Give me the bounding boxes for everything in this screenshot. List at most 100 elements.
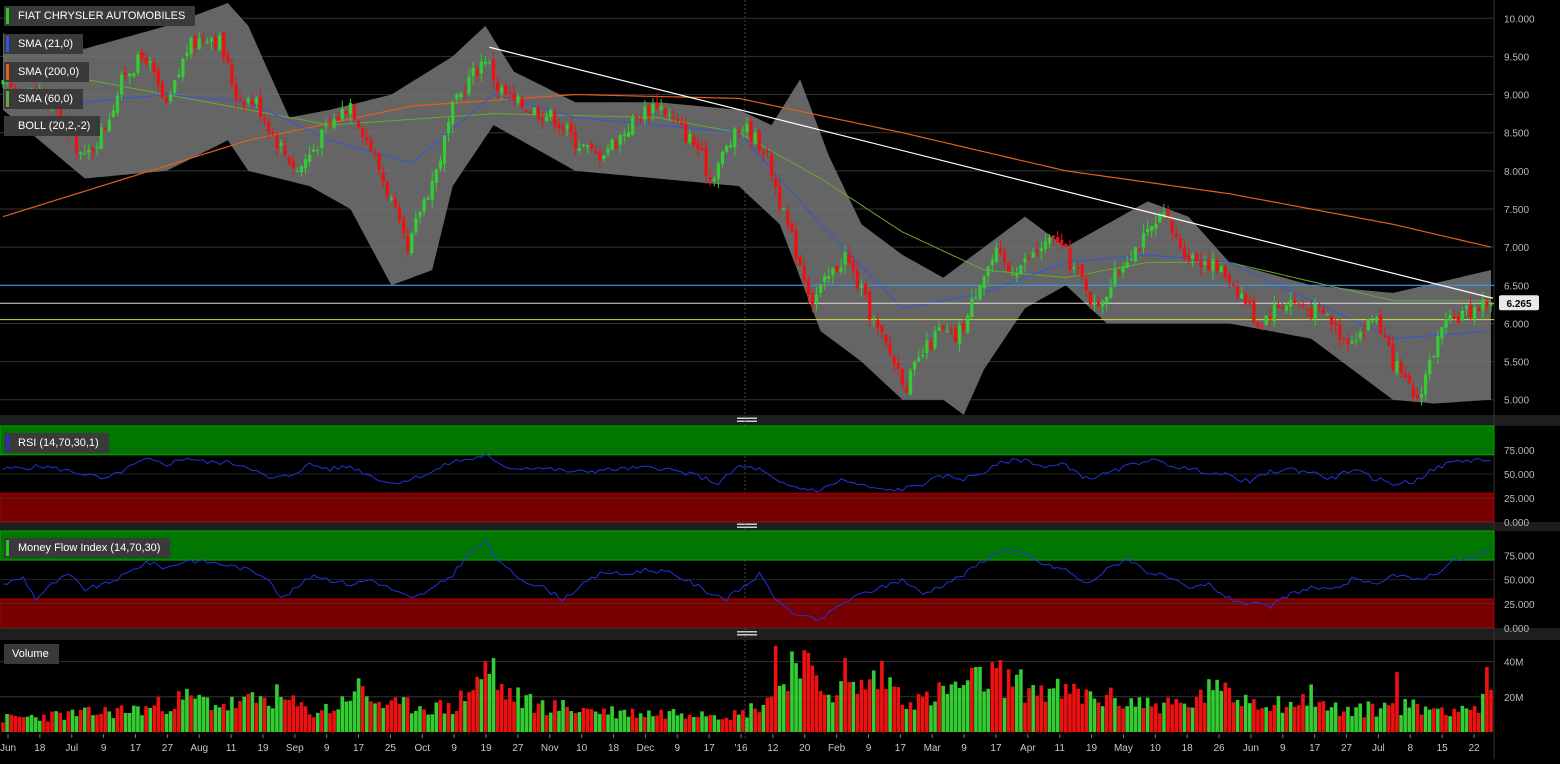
volume-bar	[900, 704, 905, 732]
volume-bar	[581, 707, 586, 732]
price-tick-label: 10.000	[1504, 14, 1535, 25]
x-tick-label: 17	[704, 743, 716, 754]
candle-body	[663, 108, 667, 116]
volume-bar	[389, 700, 394, 732]
candle-body	[761, 152, 765, 154]
panel-separator	[0, 522, 1560, 531]
x-tick-label: 17	[990, 743, 1002, 754]
volume-bar	[95, 714, 99, 732]
legend-sma200[interactable]: SMA (200,0)	[4, 62, 90, 82]
volume-bar	[1227, 687, 1232, 732]
candle-body	[720, 151, 725, 164]
candle-body	[1011, 274, 1015, 276]
legend-boll[interactable]: BOLL (20,2,-2)	[4, 116, 101, 136]
candle-body	[1084, 279, 1088, 291]
candle-body	[336, 116, 340, 121]
candle-body	[246, 98, 250, 103]
price-tick-label: 6.500	[1504, 281, 1529, 292]
rsi-tick-label: 50.000	[1504, 470, 1535, 481]
candle-body	[1162, 212, 1166, 217]
volume-bar	[434, 702, 439, 732]
volume-bar	[798, 678, 802, 732]
volume-bar	[107, 711, 112, 732]
candle-body	[164, 97, 169, 103]
volume-bar	[949, 684, 954, 732]
candle-body	[598, 151, 602, 160]
candle-body	[234, 84, 238, 100]
volume-bar	[851, 681, 856, 732]
candle-body	[1019, 265, 1023, 274]
candle-body	[365, 137, 369, 141]
volume-bar	[1431, 708, 1436, 732]
volume-bar	[573, 713, 578, 732]
volume-bar	[908, 702, 913, 732]
candle-body	[185, 52, 189, 56]
volume-bar	[1354, 707, 1358, 732]
volume-bar	[217, 707, 222, 732]
volume-bar	[356, 678, 361, 732]
volume-bar	[512, 701, 516, 732]
candle-body	[1007, 262, 1011, 272]
volume-bar	[585, 708, 590, 732]
candle-body	[839, 267, 843, 272]
mfi-oversold-zone	[0, 598, 1495, 629]
legend-mfi[interactable]: Money Flow Index (14,70,30)	[4, 538, 171, 558]
volume-bar	[961, 685, 966, 732]
candle-body	[1129, 259, 1133, 261]
candle-body	[1027, 259, 1031, 261]
candle-body	[1015, 273, 1019, 277]
candle-body	[1358, 332, 1362, 339]
candle-body	[119, 74, 124, 95]
volume-bar	[271, 708, 275, 732]
volume-bar	[859, 679, 864, 732]
volume-bar	[589, 709, 594, 732]
volume-bar	[1019, 669, 1023, 732]
candle-body	[393, 198, 398, 208]
candle-body	[1146, 228, 1150, 233]
candle-body	[230, 64, 234, 85]
volume-bar	[728, 720, 733, 732]
mfi-tick-label: 50.000	[1504, 576, 1535, 587]
volume-bar	[822, 694, 827, 732]
legend-volume[interactable]: Volume	[4, 644, 59, 664]
legend-sma60[interactable]: SMA (60,0)	[4, 89, 84, 109]
volume-bar	[140, 715, 144, 732]
volume-bar	[998, 660, 1003, 732]
candle-body	[463, 93, 467, 95]
volume-bar	[618, 710, 623, 732]
candle-body	[581, 144, 586, 146]
x-tick-label: 9	[674, 743, 680, 754]
volume-bar	[1370, 703, 1375, 732]
candle-body	[430, 180, 434, 200]
candle-body	[299, 166, 304, 173]
volume-bar	[1059, 698, 1064, 732]
volume-bar	[1460, 705, 1465, 732]
candle-body	[524, 110, 528, 112]
volume-bar	[1481, 693, 1485, 732]
candle-body	[1407, 375, 1411, 384]
legend-instrument[interactable]: FIAT CHRYSLER AUTOMOBILES	[4, 6, 196, 26]
x-tick-label: 10	[1150, 743, 1162, 754]
volume-bar	[1276, 696, 1281, 732]
legend-rsi[interactable]: RSI (14,70,30,1)	[4, 433, 109, 453]
candle-body	[99, 127, 103, 150]
mfi-overbought-zone	[0, 530, 1495, 561]
volume-bar	[1, 722, 5, 732]
candle-body	[279, 143, 283, 146]
candle-body	[258, 97, 263, 117]
volume-bar	[835, 695, 839, 732]
legend-sma21[interactable]: SMA (21,0)	[4, 34, 84, 54]
volume-bar	[1305, 705, 1309, 732]
volume-bar	[1264, 707, 1268, 732]
candle-body	[1280, 307, 1285, 309]
volume-bar	[454, 711, 459, 732]
price-tick-label: 9.000	[1504, 91, 1529, 102]
rsi-tick-label: 0.000	[1504, 518, 1529, 529]
x-tick-label: 27	[1341, 743, 1353, 754]
candle-body	[1456, 316, 1460, 324]
candle-body	[671, 116, 676, 119]
x-tick-label: 19	[480, 743, 492, 754]
candle-body	[1137, 249, 1142, 251]
volume-bar	[58, 712, 63, 732]
